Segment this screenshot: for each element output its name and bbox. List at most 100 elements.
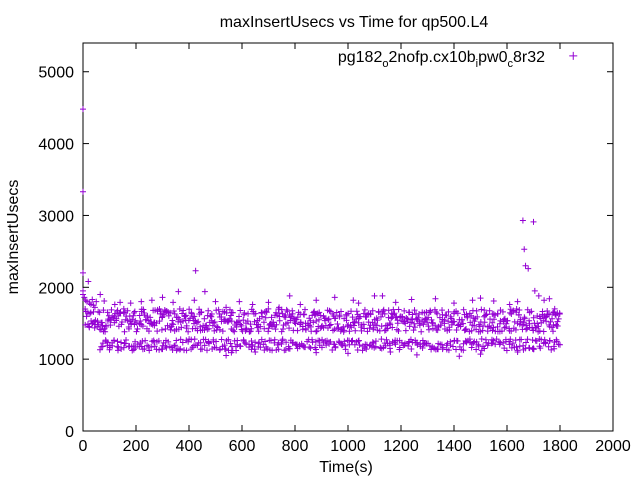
data-point bbox=[521, 315, 528, 322]
data-point bbox=[395, 328, 402, 335]
data-point bbox=[147, 314, 154, 321]
data-point bbox=[458, 316, 465, 323]
data-point bbox=[470, 339, 477, 346]
data-point bbox=[145, 328, 152, 335]
data-point bbox=[524, 336, 531, 343]
data-point bbox=[203, 322, 210, 329]
data-point bbox=[367, 311, 374, 318]
data-point bbox=[131, 308, 138, 315]
data-point bbox=[229, 309, 236, 316]
data-point bbox=[262, 314, 269, 321]
data-point bbox=[447, 338, 454, 345]
data-point bbox=[405, 342, 412, 349]
data-point bbox=[507, 336, 514, 343]
data-point bbox=[278, 328, 285, 335]
data-point bbox=[361, 306, 368, 313]
data-point bbox=[216, 347, 223, 354]
data-point bbox=[403, 314, 410, 321]
data-point bbox=[557, 341, 563, 348]
data-point bbox=[206, 340, 213, 347]
data-point bbox=[178, 324, 185, 331]
data-point bbox=[273, 321, 280, 328]
data-point bbox=[412, 324, 419, 331]
data-point bbox=[407, 336, 414, 343]
data-point bbox=[453, 337, 460, 344]
chart-title: maxInsertUsecs vs Time for qp500.L4 bbox=[220, 14, 489, 31]
data-point bbox=[133, 328, 140, 335]
data-point bbox=[156, 318, 163, 325]
data-point bbox=[141, 346, 148, 353]
data-point bbox=[326, 322, 333, 329]
data-point bbox=[255, 328, 262, 335]
data-point bbox=[218, 313, 225, 320]
data-point bbox=[289, 339, 296, 346]
data-point bbox=[499, 308, 506, 315]
data-point bbox=[228, 318, 235, 325]
data-point bbox=[425, 323, 432, 330]
data-point bbox=[211, 319, 218, 326]
data-point bbox=[142, 337, 149, 344]
data-point bbox=[532, 324, 539, 331]
data-point bbox=[97, 291, 104, 298]
data-point bbox=[352, 327, 359, 334]
data-point bbox=[327, 321, 334, 328]
data-point bbox=[205, 325, 212, 332]
data-point bbox=[192, 267, 199, 274]
data-point bbox=[257, 344, 264, 351]
data-point bbox=[136, 312, 143, 319]
data-point bbox=[265, 299, 272, 306]
y-tick-label: 0 bbox=[65, 424, 74, 441]
data-point bbox=[373, 322, 380, 329]
data-point bbox=[377, 313, 384, 320]
data-point bbox=[156, 346, 163, 353]
data-point bbox=[375, 309, 382, 316]
data-point bbox=[265, 325, 272, 332]
data-point bbox=[346, 341, 353, 348]
data-point bbox=[121, 309, 128, 316]
data-point bbox=[429, 319, 436, 326]
data-point bbox=[396, 344, 403, 351]
data-point bbox=[82, 305, 89, 312]
data-point bbox=[406, 309, 413, 316]
data-point bbox=[316, 309, 323, 316]
data-point bbox=[473, 307, 480, 314]
data-point bbox=[474, 313, 481, 320]
data-point bbox=[355, 300, 362, 307]
data-point bbox=[159, 346, 166, 353]
data-point bbox=[86, 323, 93, 330]
data-point bbox=[402, 327, 409, 334]
data-point bbox=[332, 343, 339, 350]
data-point bbox=[341, 327, 348, 334]
data-point bbox=[179, 339, 186, 346]
data-point bbox=[551, 305, 558, 312]
data-point bbox=[395, 306, 402, 313]
data-point bbox=[460, 306, 467, 313]
data-point bbox=[276, 317, 283, 324]
data-point bbox=[111, 337, 118, 344]
data-point bbox=[208, 313, 215, 320]
data-point bbox=[163, 307, 170, 314]
data-point bbox=[363, 346, 370, 353]
data-point bbox=[408, 345, 415, 352]
data-point bbox=[520, 346, 527, 353]
data-point bbox=[506, 309, 513, 316]
data-point bbox=[275, 339, 282, 346]
data-point bbox=[388, 315, 395, 322]
data-point bbox=[434, 327, 441, 334]
data-point bbox=[541, 297, 548, 304]
data-point bbox=[87, 309, 94, 316]
data-point bbox=[193, 319, 200, 326]
data-point bbox=[167, 326, 174, 333]
data-point bbox=[86, 300, 93, 307]
data-point bbox=[434, 310, 441, 317]
data-point bbox=[503, 347, 510, 354]
data-point bbox=[535, 292, 542, 299]
legend-marker-symbol bbox=[569, 51, 578, 60]
data-point bbox=[502, 324, 509, 331]
data-point bbox=[175, 288, 182, 295]
data-point bbox=[463, 326, 470, 333]
data-point bbox=[134, 326, 141, 333]
data-point bbox=[82, 297, 89, 304]
data-point bbox=[80, 291, 86, 298]
data-point bbox=[137, 318, 144, 325]
